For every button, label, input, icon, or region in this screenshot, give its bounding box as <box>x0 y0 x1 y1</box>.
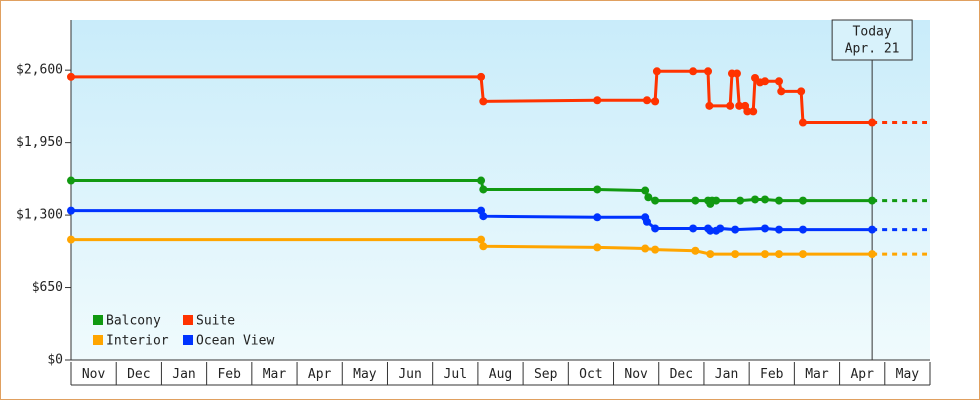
price-point <box>798 225 807 234</box>
x-tick-label: Jun <box>398 367 421 382</box>
price-point <box>652 67 661 76</box>
price-point <box>689 67 698 76</box>
legend-label: Interior <box>106 334 169 349</box>
price-point <box>477 235 486 244</box>
price-point <box>67 206 75 215</box>
x-tick-label: Aug <box>489 367 512 382</box>
price-point <box>735 101 744 110</box>
price-point <box>704 67 713 76</box>
legend-swatch <box>183 315 193 325</box>
price-point <box>760 224 769 233</box>
price-point <box>774 225 783 234</box>
price-point <box>777 87 786 96</box>
price-point <box>797 87 806 96</box>
x-tick-label: Oct <box>579 367 602 382</box>
y-tick-label: $2,600 <box>16 63 63 78</box>
price-point <box>689 224 698 233</box>
price-point <box>479 212 488 221</box>
price-point <box>736 196 745 205</box>
price-point <box>798 118 807 127</box>
price-point <box>479 185 488 194</box>
price-point <box>798 196 807 205</box>
price-point <box>593 213 602 222</box>
x-tick-label: Feb <box>760 367 784 382</box>
x-tick-label: Feb <box>217 367 241 382</box>
price-point <box>868 225 877 234</box>
x-tick-label: Apr <box>850 367 874 382</box>
price-point <box>644 193 653 202</box>
x-tick-label: Nov <box>82 367 106 382</box>
x-tick-label: Jul <box>444 367 467 382</box>
price-point <box>731 225 740 234</box>
price-point <box>760 195 769 204</box>
price-point <box>716 224 725 233</box>
today-label: Apr. 21 <box>845 42 900 57</box>
y-tick-label: $1,950 <box>16 135 63 150</box>
price-point <box>749 107 758 116</box>
price-point <box>479 242 488 251</box>
today-label: Today <box>853 25 892 40</box>
price-point <box>731 250 740 259</box>
price-point <box>477 176 486 185</box>
x-tick-label: Nov <box>624 367 648 382</box>
x-tick-label: Jan <box>172 367 195 382</box>
price-point <box>651 196 660 205</box>
x-tick-label: Mar <box>805 367 829 382</box>
y-tick-label: $0 <box>47 353 63 368</box>
price-point <box>706 250 715 259</box>
x-tick-label: Dec <box>127 367 150 382</box>
price-point <box>798 250 807 259</box>
price-point <box>691 246 700 255</box>
price-point <box>705 101 714 110</box>
price-point <box>593 185 602 194</box>
legend-swatch <box>93 335 103 345</box>
price-point <box>651 224 660 233</box>
price-point <box>67 235 75 244</box>
price-point <box>67 176 75 185</box>
x-tick-label: Apr <box>308 367 332 382</box>
price-point <box>760 77 769 86</box>
legend-swatch <box>93 315 103 325</box>
legend-swatch <box>183 335 193 345</box>
price-point <box>67 72 75 81</box>
price-point <box>751 195 760 204</box>
legend-label: Balcony <box>106 314 161 329</box>
today-box <box>831 19 913 61</box>
price-point <box>706 226 715 235</box>
x-tick-label: Mar <box>263 367 287 382</box>
price-point <box>774 250 783 259</box>
price-point <box>641 244 650 253</box>
x-tick-label: Dec <box>670 367 693 382</box>
price-point <box>774 196 783 205</box>
price-point <box>477 72 486 81</box>
price-point <box>712 196 721 205</box>
price-point <box>732 69 741 78</box>
price-point <box>726 101 735 110</box>
price-point <box>868 196 877 205</box>
price-point <box>774 77 783 86</box>
price-point <box>593 243 602 252</box>
price-point <box>691 196 700 205</box>
price-point <box>642 217 651 226</box>
price-point <box>868 250 877 259</box>
price-point <box>760 250 769 259</box>
price-point <box>641 186 650 195</box>
legend-label: Suite <box>196 314 235 329</box>
price-point <box>642 96 651 105</box>
y-tick-label: $650 <box>32 280 63 295</box>
price-point <box>479 97 488 106</box>
price-point <box>651 245 660 254</box>
price-point <box>743 107 752 116</box>
price-point <box>651 97 660 106</box>
x-tick-label: May <box>353 367 377 382</box>
x-tick-label: Sep <box>534 367 558 382</box>
x-tick-label: May <box>896 367 920 382</box>
legend-label: Ocean View <box>196 334 274 349</box>
price-point <box>593 96 602 105</box>
x-tick-label: Jan <box>715 367 738 382</box>
price-point <box>868 118 877 127</box>
y-tick-label: $1,300 <box>16 208 63 223</box>
